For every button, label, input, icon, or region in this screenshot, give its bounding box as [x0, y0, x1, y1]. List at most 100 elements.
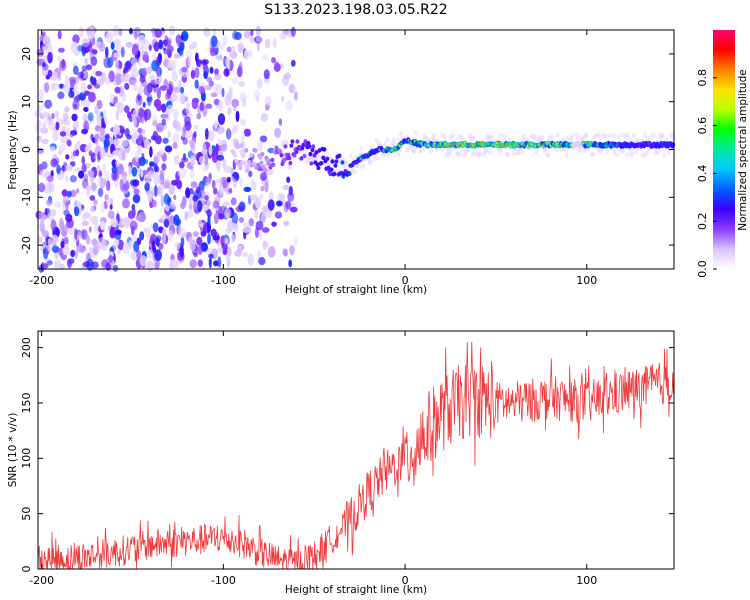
spectrogram-signal-cell [294, 149, 299, 155]
spectrogram-noise-cell [255, 220, 264, 231]
spectrogram-noise-cell [84, 145, 92, 153]
spectrogram-halo-cell [581, 147, 587, 153]
spectrogram-noise-cell [197, 200, 203, 213]
spectrogram-noise-cell [264, 38, 271, 49]
spectrogram-noise-cell [229, 50, 238, 59]
spectrogram-signal-cell [325, 156, 330, 161]
spectrogram-noise-cell [61, 189, 68, 197]
spectrogram-x-axis-label: Height of straight line (km) [285, 284, 427, 296]
spectrogram-noise-cell [132, 63, 137, 73]
spectrogram-noise-cell [167, 130, 172, 138]
spectrogram-halo-cell [315, 155, 320, 161]
spectrogram-noise-cell [122, 175, 127, 184]
spectrogram-signal-cell [309, 161, 314, 166]
spectrogram-noise-cell [213, 73, 222, 81]
colorbar-tick-label: 0.6 [696, 117, 709, 135]
spectrogram-noise-cell [169, 261, 174, 271]
spectrogram-noise-cell [60, 241, 65, 248]
spectrogram-noise-cell [287, 191, 295, 202]
spectrogram-signal-cell [671, 142, 676, 148]
spectrogram-noise-cell [133, 188, 140, 195]
spectrogram-noise-cell [193, 131, 197, 138]
spectrogram-halo-cell [555, 147, 560, 153]
spectrogram-signal-cell [310, 147, 315, 153]
spectrogram-noise-cell [104, 133, 110, 140]
spectrogram-signal-cell [332, 171, 337, 177]
spectrogram-noise-cell [59, 131, 67, 137]
spectrogram-noise-cell [103, 116, 110, 125]
spectrogram-noise-cell [139, 255, 147, 267]
spectrogram-noise-cell [185, 50, 193, 58]
spectrogram-noise-cell [37, 235, 43, 244]
spectrogram-noise-cell [122, 242, 130, 255]
spectrogram-noise-cell [50, 158, 58, 168]
spectrogram-signal-cell [292, 153, 297, 158]
spectrogram-signal-cell [307, 144, 312, 149]
spectrogram-noise-cell [272, 38, 277, 48]
spectrogram-noise-cell [192, 195, 199, 202]
spectrogram-noise-cell [226, 176, 231, 183]
spectrogram-halo-cell [616, 133, 621, 139]
spectrogram-noise-cell [98, 41, 106, 52]
spectrogram-noise-cell [38, 182, 46, 193]
spectrogram-noise-cell [238, 81, 245, 87]
spectrogram-noise-cell [239, 118, 246, 126]
x-tick-label: -100 [211, 574, 236, 587]
spectrogram-signal-cell [302, 153, 307, 159]
spectrogram-noise-cell [130, 58, 138, 66]
spectrogram-noise-cell [106, 180, 111, 192]
colorbar-strip [713, 30, 735, 269]
spectrogram-noise-cell [84, 212, 91, 218]
spectrogram-noise-cell [196, 236, 203, 246]
spectrogram-noise-cell [153, 163, 158, 173]
spectrogram-noise-cell [213, 187, 218, 195]
spectrogram-noise-cell [149, 146, 153, 158]
spectrogram-noise-cell [163, 180, 171, 189]
spectrogram-noise-cell [46, 260, 53, 266]
spectrogram-noise-cell [248, 49, 252, 59]
spectrogram-noise-cell [231, 212, 239, 225]
spectrogram-halo-cell [457, 151, 462, 157]
spectrogram-noise-cell [216, 160, 221, 172]
spectrogram-halo-cell [620, 148, 626, 154]
spectrogram-noise-cell [278, 118, 283, 126]
spectrogram-signal-cell [295, 139, 300, 144]
spectrogram-noise-cell [124, 82, 130, 90]
spectrogram-noise-cell [208, 145, 213, 156]
spectrogram-noise-cell [289, 245, 295, 256]
spectrogram-noise-cell [179, 245, 184, 258]
spectrogram-noise-cell [72, 34, 80, 44]
spectrogram-signal-cell [239, 143, 244, 148]
spectrogram-noise-cell [208, 257, 212, 269]
spectrogram-noise-cell [132, 179, 140, 187]
spectrogram-noise-cell [66, 139, 72, 147]
spectrogram-noise-cell [96, 165, 101, 173]
spectrogram-noise-cell [39, 169, 47, 178]
spectrogram-noise-cell [264, 180, 269, 193]
spectrogram-noise-cell [137, 34, 146, 45]
spectrogram-noise-cell [279, 33, 287, 40]
spectrogram-noise-cell [161, 163, 167, 171]
spectrogram-noise-cell [141, 67, 148, 77]
spectrogram-noise-cell [281, 95, 285, 102]
spectrogram-noise-cell [282, 184, 290, 190]
spectrogram-noise-cell [271, 221, 277, 227]
spectrogram-noise-cell [177, 47, 181, 54]
spectrogram-noise-cell [242, 227, 250, 233]
spectrogram-noise-cell [177, 225, 182, 237]
spectrogram-noise-cell [219, 177, 223, 185]
spectrogram-halo-cell [413, 130, 419, 136]
spectrogram-noise-cell [47, 212, 54, 222]
spectrogram-noise-cell [144, 182, 150, 192]
spectrogram-noise-cell [57, 30, 62, 40]
spectrogram-signal-cell [262, 171, 267, 176]
spectrogram-halo-cell [671, 131, 676, 137]
spectrogram-noise-cell [254, 209, 259, 220]
spectrogram-noise-cell [169, 201, 176, 210]
spectrogram-noise-cell [217, 138, 222, 145]
spectrogram-noise-cell [74, 167, 81, 173]
spectrogram-noise-cell [82, 261, 91, 268]
spectrogram-noise-cell [184, 211, 188, 221]
spectrogram-noise-cell [70, 249, 76, 258]
spectrogram-noise-cell [204, 153, 209, 166]
